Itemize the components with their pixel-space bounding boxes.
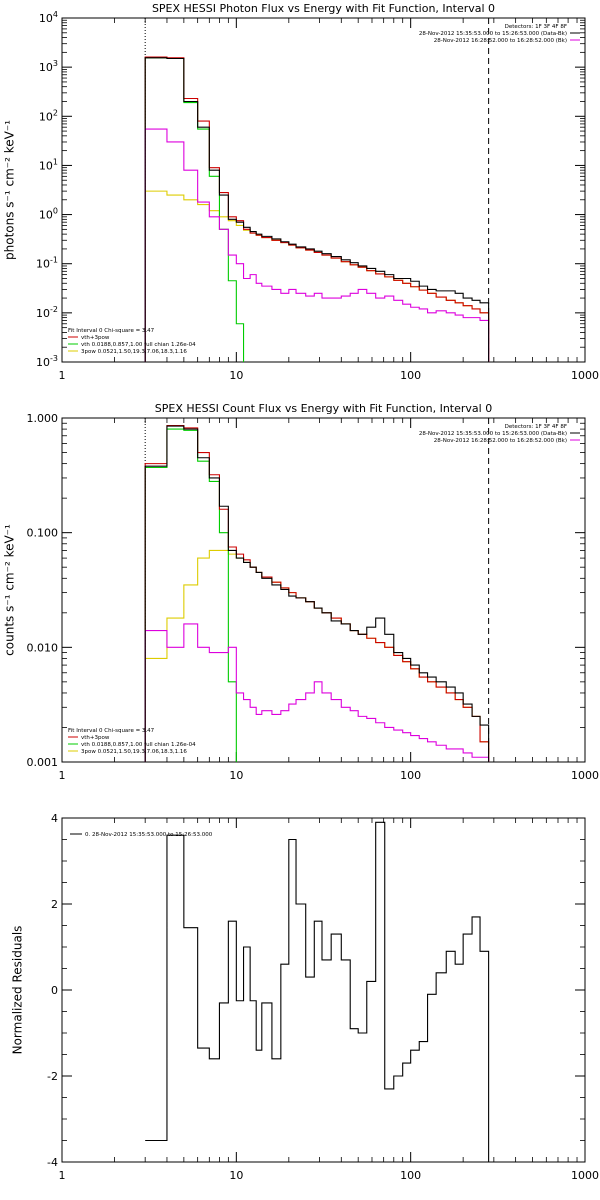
x-tick-label: 1 bbox=[59, 1169, 66, 1182]
legend-entry: 3pow 0.0521,1.50,19.3,7.06,18.3,1.16 bbox=[81, 349, 187, 355]
chart-title: SPEX HESSI Photon Flux vs Energy with Fi… bbox=[152, 2, 495, 15]
x-tick-label: 100 bbox=[400, 769, 421, 782]
x-axis: 1 10 100 1000 bbox=[59, 18, 599, 382]
series-data-bk bbox=[144, 57, 490, 362]
x-tick-label: 100 bbox=[400, 369, 421, 382]
y-axis: -4 -2 0 2 4 bbox=[47, 812, 585, 1169]
series-residual bbox=[145, 821, 490, 1162]
x-axis: 1 10 100 1000 bbox=[59, 818, 599, 1182]
series-group bbox=[144, 56, 490, 362]
legend-entry: 28-Nov-2012 15:35:53.000 to 15:26:53.000… bbox=[419, 31, 567, 37]
legend-entry: 0. 28-Nov-2012 15:35:53.000 to 15:26:53.… bbox=[85, 832, 213, 838]
fit-legend: Fit Interval 0 Chi-square = 3.47vth+3pow… bbox=[68, 328, 196, 355]
legend-entry: Detectors: 1F 3F 4F 8F bbox=[505, 24, 567, 30]
series-bk bbox=[144, 128, 490, 362]
x-tick-label: 10 bbox=[229, 369, 243, 382]
legend-entry: Fit Interval 0 Chi-square = 3.47 bbox=[68, 728, 155, 734]
y-tick-label: 1.000 bbox=[27, 412, 59, 425]
x-tick-label: 10 bbox=[229, 1169, 243, 1182]
y-tick-label: -2 bbox=[47, 1070, 58, 1083]
y-axis-label: Normalized Residuals bbox=[11, 926, 25, 1055]
legend-entry: 28-Nov-2012 16:28:52.000 to 16:28:52.000… bbox=[434, 438, 567, 444]
fit-legend: Fit Interval 0 Chi-square = 3.47vth+3pow… bbox=[68, 728, 196, 755]
y-tick-label: 4 bbox=[51, 812, 58, 825]
legend-entry: 28-Nov-2012 16:28:52.000 to 16:28:52.000… bbox=[434, 38, 567, 44]
legend-entry: vth+3pow bbox=[81, 735, 110, 741]
y-tick-label: 0.100 bbox=[27, 527, 59, 540]
plot-frame bbox=[61, 417, 586, 763]
series-bk bbox=[144, 623, 490, 762]
y-tick-label: -4 bbox=[47, 1156, 58, 1169]
series-data-bk bbox=[144, 425, 490, 762]
y-tick-label: 10-3 bbox=[36, 354, 58, 369]
y-tick-label: 2 bbox=[51, 898, 58, 911]
y-tick-label: 102 bbox=[39, 108, 58, 123]
legend-entry: Detectors: 1F 3F 4F 8F bbox=[505, 424, 567, 430]
series-group bbox=[145, 821, 490, 1162]
y-tick-label: 0.001 bbox=[27, 756, 59, 769]
legend-entry: 3pow 0.0521,1.50,19.3,7.06,18.3,1.16 bbox=[81, 749, 187, 755]
x-tick-label: 1000 bbox=[571, 769, 599, 782]
y-axis-label: counts s⁻¹ cm⁻² keV⁻¹ bbox=[3, 524, 17, 656]
plot-frame bbox=[61, 17, 586, 363]
legend-entry: vth 0.0188,0.857,1.00 full chian 1.26e-0… bbox=[81, 742, 196, 748]
series-3pow bbox=[144, 190, 490, 362]
y-tick-label: 0.010 bbox=[27, 641, 59, 654]
legend-entry: vth 0.0188,0.857,1.00 full chian 1.26e-0… bbox=[81, 342, 196, 348]
y-tick-label: 10-2 bbox=[36, 305, 58, 320]
series-vth-3pow bbox=[144, 424, 490, 762]
residuals-chart: 1 10 100 1000 -4 -2 0 2 4 Normalized Residuals 0. … bbox=[11, 812, 600, 1182]
chart-title: SPEX HESSI Count Flux vs Energy with Fit… bbox=[155, 402, 492, 415]
y-axis-label: photons s⁻¹ cm⁻² keV⁻¹ bbox=[3, 120, 17, 260]
x-tick-label: 1 bbox=[59, 769, 66, 782]
x-tick-label: 100 bbox=[400, 1169, 421, 1182]
x-tick-label: 1000 bbox=[571, 369, 599, 382]
photon-flux-chart: SPEX HESSI Photon Flux vs Energy with Fi… bbox=[3, 2, 600, 382]
legend-entry: Fit Interval 0 Chi-square = 3.47 bbox=[68, 328, 155, 334]
y-tick-label: 10-1 bbox=[36, 256, 58, 271]
legend-entry: vth+3pow bbox=[81, 335, 110, 341]
series-vth bbox=[144, 428, 237, 762]
y-tick-label: 0 bbox=[51, 984, 58, 997]
series-3pow bbox=[144, 549, 490, 762]
y-tick-label: 100 bbox=[39, 207, 58, 222]
y-tick-label: 101 bbox=[39, 157, 58, 172]
series-group bbox=[144, 424, 490, 762]
x-tick-label: 1 bbox=[59, 369, 66, 382]
series-vth-3pow bbox=[144, 56, 490, 362]
y-axis: 10-3 10-2 10-1 100 101 102 103 104 bbox=[36, 10, 585, 369]
count-flux-chart: SPEX HESSI Count Flux vs Energy with Fit… bbox=[3, 402, 600, 782]
plot-frame bbox=[61, 817, 586, 1163]
x-tick-label: 10 bbox=[229, 769, 243, 782]
y-tick-label: 104 bbox=[39, 10, 58, 25]
x-tick-label: 1000 bbox=[571, 1169, 599, 1182]
y-axis: 0.001 0.010 0.100 1.000 bbox=[27, 412, 585, 769]
legend-entry: 28-Nov-2012 15:35:53.000 to 15:26:53.000… bbox=[419, 431, 567, 437]
y-tick-label: 103 bbox=[39, 59, 58, 74]
